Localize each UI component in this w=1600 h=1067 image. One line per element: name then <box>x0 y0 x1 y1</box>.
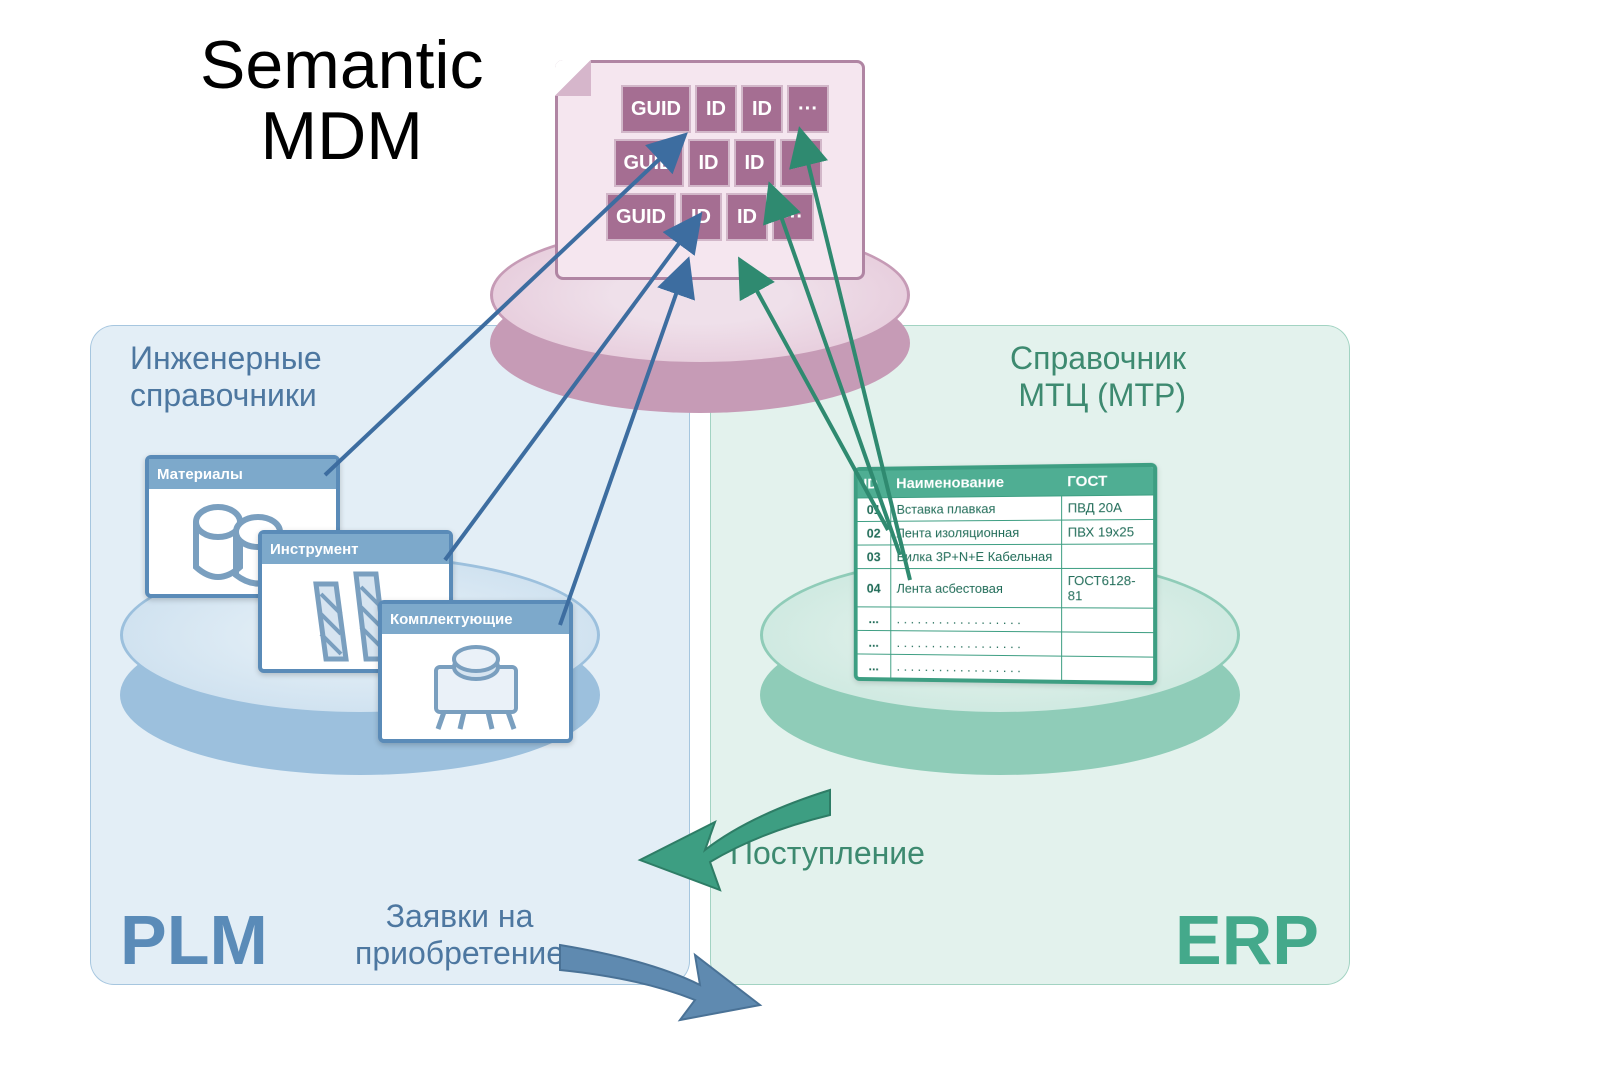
table-cell: Вилка 3P+N+E Кабельная <box>890 544 1061 568</box>
erp-big-label: ERP <box>1175 900 1319 980</box>
table-row: .... . . . . . . . . . . . . . . . . . <box>858 654 1153 681</box>
mdm-cell-id: ID <box>695 85 737 133</box>
table-cell <box>1061 632 1153 657</box>
mdm-title: Semantic MDM <box>200 30 483 173</box>
card-components: Комплектующие <box>378 600 573 743</box>
mdm-cell-dots: ··· <box>772 193 814 241</box>
mdm-rows: GUID ID ID ··· GUID ID ID ··· GUID ID ID… <box>575 85 845 247</box>
table-cell: 02 <box>858 521 891 545</box>
plm-subtitle: Инженерные справочники <box>130 340 322 414</box>
mdm-cell-id: ID <box>726 193 768 241</box>
col-gost: ГОСТ <box>1061 467 1153 496</box>
plm-big-label: PLM <box>120 900 268 980</box>
table-cell: . . . . . . . . . . . . . . . . . . <box>890 607 1061 632</box>
mdm-cell-guid: GUID <box>606 193 676 241</box>
table-row: 03Вилка 3P+N+E Кабельная <box>858 544 1153 569</box>
erp-table: ID Наименование ГОСТ 01Вставка плавкаяПВ… <box>854 463 1157 685</box>
table-cell: ГОСТ6128-81 <box>1061 568 1153 608</box>
incoming-label: Поступление <box>730 835 925 872</box>
table-cell: ПВХ 19х25 <box>1061 519 1153 544</box>
mdm-cell-guid: GUID <box>614 139 684 187</box>
table-cell: 03 <box>858 545 891 569</box>
mdm-cell-guid: GUID <box>621 85 691 133</box>
mdm-cell-id: ID <box>741 85 783 133</box>
table-row: .... . . . . . . . . . . . . . . . . . <box>858 630 1153 657</box>
mdm-cell-id: ID <box>680 193 722 241</box>
col-id: ID <box>858 471 891 498</box>
table-cell <box>1061 544 1153 569</box>
table-cell <box>1061 608 1153 633</box>
table-cell: ... <box>858 607 891 631</box>
mdm-cell-dots: ··· <box>787 85 829 133</box>
table-cell: . . . . . . . . . . . . . . . . . . <box>890 631 1061 656</box>
table-cell: 04 <box>858 569 891 607</box>
component-icon <box>382 634 569 739</box>
table-row: 04Лента асбестоваяГОСТ6128-81 <box>858 568 1153 608</box>
erp-subtitle: Справочник МТЦ (МТР) <box>1010 340 1186 414</box>
table-cell: Вставка плавкая <box>890 496 1061 521</box>
card-label: Материалы <box>157 466 243 483</box>
table-cell: Лента асбестовая <box>890 568 1061 607</box>
table-cell: Лента изоляционная <box>890 520 1061 545</box>
mdm-cell-id: ID <box>734 139 776 187</box>
card-label: Инструмент <box>270 541 358 558</box>
table-cell: ПВД 20А <box>1061 495 1153 520</box>
col-name: Наименование <box>890 468 1061 497</box>
table-row: .... . . . . . . . . . . . . . . . . . <box>858 607 1153 633</box>
table-cell: 01 <box>858 498 891 522</box>
table-row: 02Лента изоляционнаяПВХ 19х25 <box>858 519 1153 545</box>
mdm-cell-dots: ··· <box>780 139 822 187</box>
table-cell <box>1061 656 1153 681</box>
card-label: Комплектующие <box>390 611 513 628</box>
request-label: Заявки на приобретение <box>355 898 564 972</box>
table-cell: ... <box>858 654 891 678</box>
mdm-cell-id: ID <box>688 139 730 187</box>
table-row: 01Вставка плавкаяПВД 20А <box>858 495 1153 522</box>
table-cell: . . . . . . . . . . . . . . . . . . <box>890 654 1061 680</box>
table-cell: ... <box>858 630 891 654</box>
